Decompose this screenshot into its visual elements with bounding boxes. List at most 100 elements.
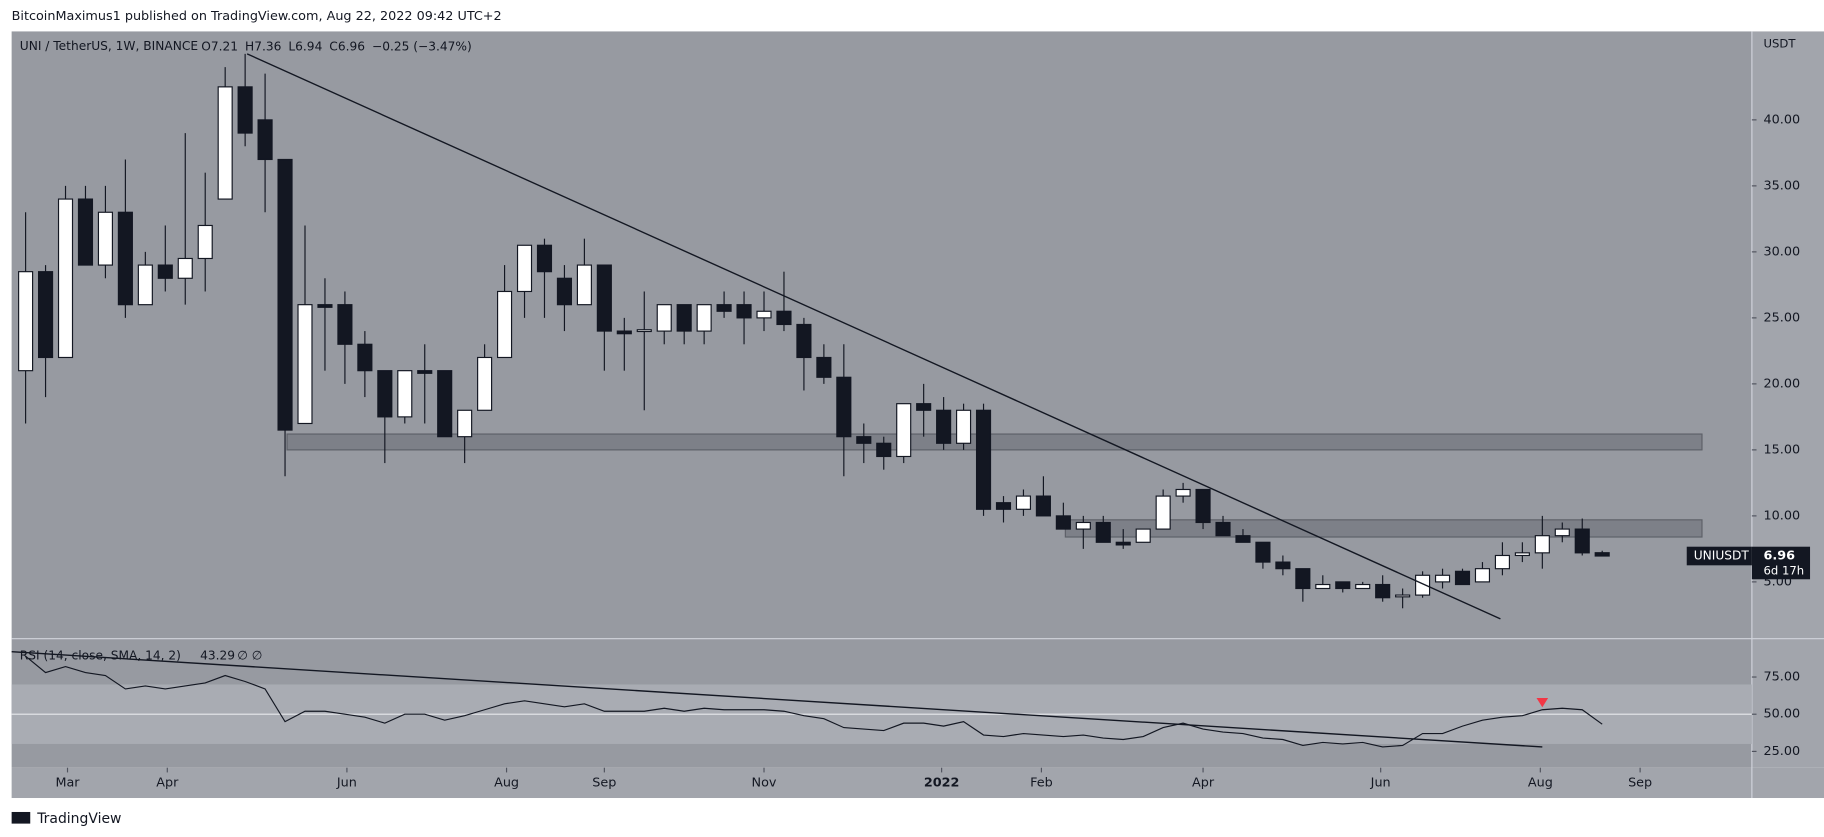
candle-body: [636, 329, 652, 333]
candle-body: [1035, 495, 1051, 517]
candle-body: [696, 304, 712, 332]
candle-body: [1255, 541, 1271, 563]
ohlc-key: L: [288, 39, 295, 53]
y-tick-label: 15.00: [1764, 442, 1801, 457]
x-tick-label: Apr: [1192, 775, 1215, 790]
candle-body: [596, 264, 612, 332]
y-tick-label: 35.00: [1764, 178, 1801, 193]
candle-body: [736, 304, 752, 319]
x-tick-label: 2022: [924, 775, 960, 790]
candle-body: [1055, 515, 1071, 530]
candle-body: [936, 409, 952, 444]
candle-body: [995, 502, 1012, 510]
candle-body: [576, 264, 592, 306]
candle-body: [916, 403, 932, 411]
candle-body: [1554, 528, 1570, 537]
x-tick-label: Sep: [592, 775, 616, 790]
signal-marker: [1536, 697, 1549, 708]
x-tick-label: Feb: [1030, 775, 1053, 790]
candle-body: [457, 409, 473, 438]
candle-body: [1375, 583, 1391, 599]
price-axis: [1751, 31, 1824, 768]
change: −0.25 (−3.47%): [372, 39, 472, 53]
candle-body: [117, 211, 133, 306]
y-tick-label: 50.00: [1764, 707, 1801, 722]
x-tick-label: Sep: [1628, 775, 1652, 790]
x-tick-label: Apr: [156, 775, 179, 790]
candle-body: [1574, 528, 1590, 554]
candle-body: [816, 356, 832, 378]
candle-body: [1454, 570, 1471, 586]
rsi-line: [25, 655, 1603, 748]
candle-body: [177, 257, 193, 279]
candle-body: [776, 310, 792, 326]
candle-body: [18, 271, 34, 372]
x-tick-label: Nov: [752, 775, 777, 790]
candle-body: [1295, 568, 1311, 590]
y-tick-label: 10.00: [1764, 508, 1801, 523]
x-tick-label: Aug: [494, 775, 519, 790]
trendline: [246, 53, 1501, 620]
rsi-value: 43.29: [200, 649, 235, 663]
candle-body: [77, 198, 94, 266]
candle-body: [956, 409, 972, 444]
y-tick-label: 25.00: [1764, 310, 1801, 325]
symbol-title: UNI / TetherUS, 1W, BINANCE: [20, 39, 198, 53]
brand-logo: [11, 811, 31, 824]
candle-body: [477, 356, 493, 411]
candle-body: [1195, 488, 1211, 524]
candle-body: [197, 224, 213, 260]
candle-body: [217, 86, 233, 200]
candle-body: [37, 271, 54, 359]
candle-body: [417, 370, 433, 374]
candle-body: [497, 290, 513, 359]
candle-body: [1275, 561, 1291, 570]
ohlc-value: 7.21: [211, 39, 238, 53]
candle-body: [836, 376, 852, 438]
candle-body: [656, 304, 672, 332]
candle-body: [1135, 528, 1151, 543]
ohlc-key: C: [329, 39, 338, 53]
price-tag-label: 6.96: [1764, 549, 1796, 564]
candle-body: [975, 409, 992, 510]
ohlc-legend: O7.21 H7.36 L6.94 C6.96 −0.25 (−3.47%): [201, 39, 472, 53]
candle-body: [1215, 521, 1231, 537]
countdown: 6d 17h: [1764, 564, 1805, 578]
candle-body: [1315, 583, 1331, 590]
candle-body: [237, 86, 253, 134]
ohlc-key: H: [245, 39, 254, 53]
ohlc-value: 6.96: [338, 39, 365, 53]
price-tag: [1751, 546, 1811, 580]
x-tick-label: Aug: [1528, 775, 1553, 790]
candle-body: [337, 304, 353, 345]
candle-body: [97, 211, 113, 266]
candle-body: [157, 264, 173, 279]
candle-body: [536, 244, 553, 273]
candle-body: [137, 264, 153, 306]
candle-body: [1155, 495, 1171, 530]
candle-body: [317, 304, 333, 308]
candle-body: [277, 158, 293, 431]
candle-body: [1594, 552, 1610, 557]
ohlc-value: 6.94: [295, 39, 322, 53]
zone: [286, 433, 1703, 451]
candle-body: [756, 310, 772, 319]
y-tick-label: 40.00: [1764, 112, 1801, 127]
ohlc-value: 7.36: [254, 39, 281, 53]
x-tick-label: Jun: [336, 775, 357, 790]
candle-body: [297, 304, 313, 425]
candle-body: [257, 119, 273, 161]
candle-body: [896, 403, 912, 458]
y-tick-label: 25.00: [1764, 744, 1801, 759]
y-tick-label: 75.00: [1764, 670, 1801, 685]
candle-body: [1335, 581, 1351, 590]
candle-body: [357, 343, 373, 372]
candle-body: [1534, 535, 1550, 554]
candle-body: [57, 198, 74, 359]
y-tick-label: 20.00: [1764, 376, 1801, 391]
rsi-extra: ∅ ∅: [237, 649, 262, 663]
candle-body: [1355, 583, 1371, 590]
symbol-tag: [1686, 546, 1752, 566]
candle-body: [1115, 541, 1131, 546]
